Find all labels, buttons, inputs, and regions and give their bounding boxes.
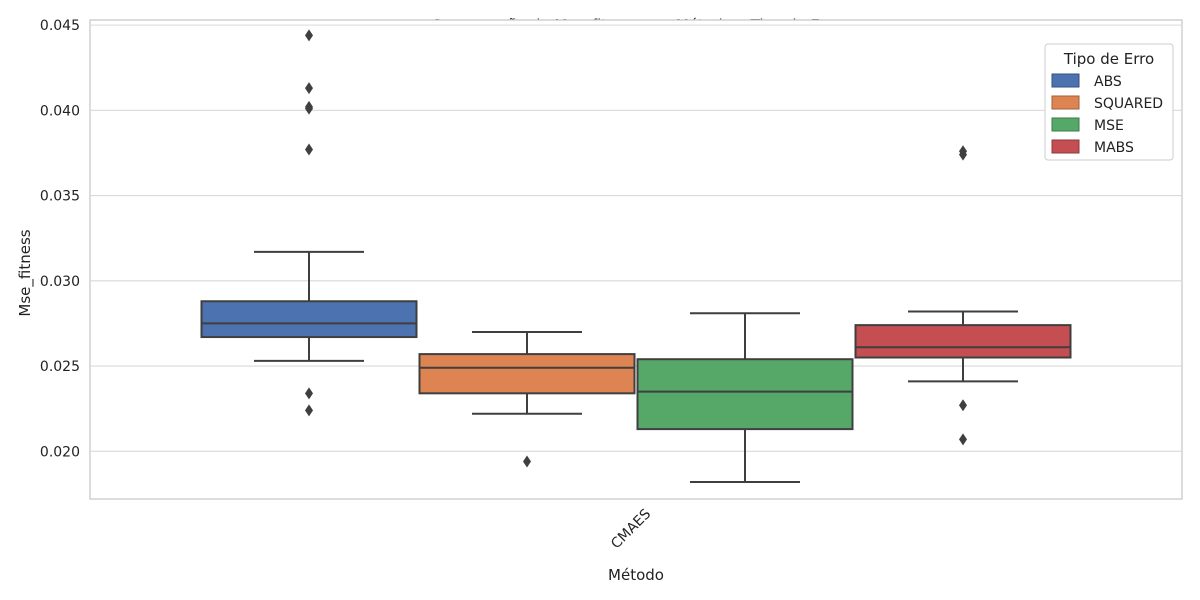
outlier-point <box>305 143 313 156</box>
box-body <box>854 324 1072 359</box>
box-squared <box>418 330 636 468</box>
x-axis-label: Método <box>608 566 664 584</box>
legend-label-squared: SQUARED <box>1094 96 1163 112</box>
y-axis-label: Mse_fitness <box>16 229 35 316</box>
grid-layer <box>89 19 1183 500</box>
outlier-point <box>305 387 313 400</box>
outlier-point <box>959 148 967 161</box>
box-body <box>200 300 418 339</box>
y-tick-label: 0.025 <box>40 359 80 375</box>
box-layer <box>200 29 1072 483</box>
y-tick-label: 0.040 <box>40 103 80 119</box>
legend-label-mabs: MABS <box>1094 140 1134 156</box>
y-tick-label: 0.045 <box>40 18 80 34</box>
y-tick-label: 0.035 <box>40 189 80 205</box>
outlier-point <box>305 404 313 417</box>
plot-area <box>89 19 1183 500</box>
legend-swatch-abs <box>1051 73 1080 88</box>
outlier-point <box>305 82 313 95</box>
y-tick-label: 0.020 <box>40 444 80 460</box>
box-body <box>418 353 636 395</box>
box-abs <box>200 29 418 417</box>
outlier-point <box>959 399 967 412</box>
outlier-point <box>523 455 531 468</box>
y-tick-label: 0.030 <box>40 274 80 290</box>
legend-swatch-mse <box>1051 117 1080 132</box>
box-body <box>636 358 854 431</box>
x-tick-label: CMAES <box>608 506 654 552</box>
outlier-point <box>959 433 967 446</box>
legend-label-abs: ABS <box>1094 74 1122 90</box>
legend-title: Tipo de Erro <box>1063 50 1154 68</box>
legend-swatch-mabs <box>1051 139 1080 154</box>
box-mabs <box>854 145 1072 446</box>
legend: Tipo de Erro ABS SQUARED MSE MABS <box>1044 43 1174 161</box>
outlier-point <box>305 102 313 115</box>
legend-swatch-squared <box>1051 95 1080 110</box>
box-mse <box>636 312 854 483</box>
outlier-point <box>305 29 313 42</box>
legend-label-mse: MSE <box>1094 118 1124 134</box>
